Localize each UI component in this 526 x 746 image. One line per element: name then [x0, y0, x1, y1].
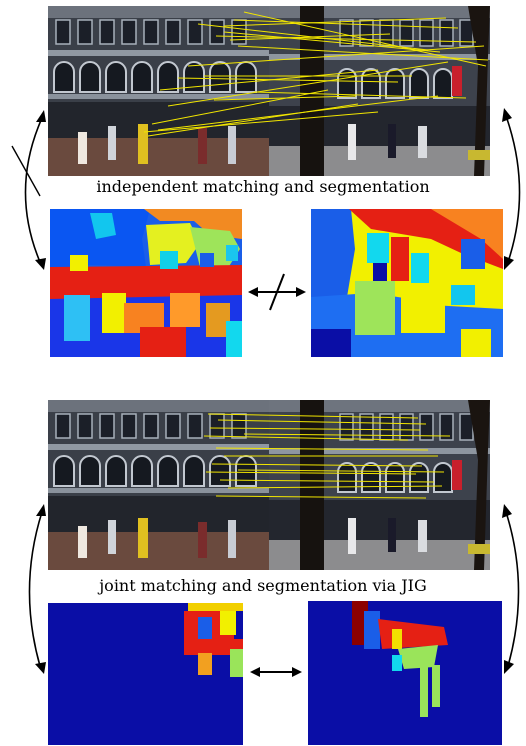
bottom-left-photo: [48, 400, 269, 570]
top-right-photo: [269, 6, 490, 176]
top-match-lines: [143, 11, 489, 137]
bottom-right-segmentation: [308, 601, 502, 745]
bottom-right-photo: [269, 400, 490, 570]
top-left-segmentation: [50, 209, 242, 357]
top-photo-pair-graphic: [48, 6, 490, 176]
bottom-left-curved-arrow-icon: [28, 504, 46, 674]
bottom-match-lines: [203, 413, 451, 499]
top-right-curved-arrow-icon: [502, 108, 521, 270]
top-caption: independent matching and segmentation: [96, 177, 430, 196]
bottom-photo-pair-graphic: [48, 400, 490, 570]
top-photo-pair: [48, 6, 490, 176]
top-left-photo: [48, 6, 269, 176]
top-left-curved-arrow-icon: [11, 110, 46, 270]
top-right-segmentation: [311, 209, 503, 357]
double-arrow-icon: [250, 667, 302, 677]
bottom-photo-pair: [48, 400, 490, 570]
bottom-right-curved-arrow-icon: [502, 504, 520, 674]
bottom-caption: joint matching and segmentation via JIG: [99, 576, 427, 595]
not-equal-arrow-icon: [248, 273, 306, 311]
bottom-left-segmentation: [48, 603, 243, 745]
